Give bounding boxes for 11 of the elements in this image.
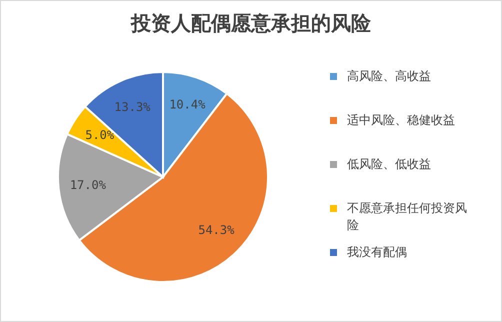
- legend-label: 适中风险、稳健收益: [347, 113, 455, 128]
- data-label: 5.0%: [85, 128, 115, 142]
- data-label: 17.0%: [70, 178, 107, 192]
- data-label: 10.4%: [169, 98, 206, 112]
- legend-label: 我没有配偶: [347, 245, 407, 260]
- legend-label: 低风险、低收益: [347, 157, 431, 172]
- chart-title: 投资人配偶愿意承担的风险: [130, 11, 372, 35]
- data-label: 54.3%: [198, 222, 236, 237]
- legend-label: 高风险、高收益: [347, 69, 431, 84]
- data-label: 13.3%: [114, 100, 152, 114]
- legend-label: 不愿意承担任何投资风险: [347, 201, 467, 232]
